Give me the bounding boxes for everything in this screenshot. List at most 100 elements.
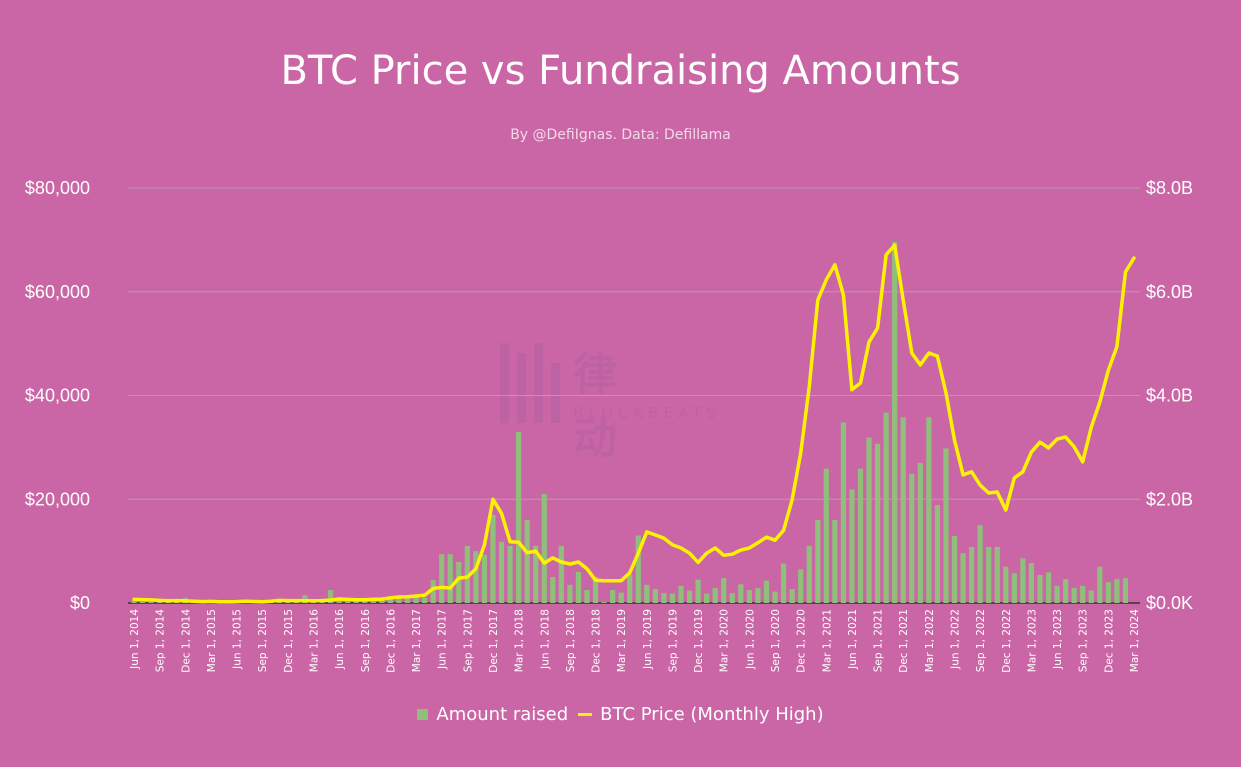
bar (1037, 574, 1043, 603)
bar (516, 431, 522, 603)
bar (780, 563, 787, 603)
x-axis-tick-label: Mar 1, 2024 (1129, 609, 1141, 673)
bar (772, 591, 778, 603)
bar (413, 595, 419, 603)
bar (404, 596, 411, 603)
bar (874, 443, 881, 603)
bar (345, 600, 351, 603)
x-axis-tick-label: Jun 1, 2016 (334, 609, 346, 670)
bar (969, 546, 975, 603)
x-axis-tick-label: Jun 1, 2021 (847, 609, 859, 670)
left-axis-tick-label: $60,000 (25, 282, 90, 302)
left-axis-tick-label: $0 (70, 593, 90, 613)
x-axis-tick-label: Sep 1, 2017 (462, 609, 474, 672)
bar (550, 577, 556, 603)
x-axis-tick-label: Sep 1, 2020 (770, 609, 782, 672)
bar (1028, 563, 1035, 603)
x-axis-tick-label: Dec 1, 2015 (283, 609, 295, 673)
bar (934, 504, 941, 603)
right-axis-tick-label: $8.0B (1146, 178, 1193, 198)
x-axis-tick-label: Sep 1, 2014 (155, 609, 167, 673)
x-axis-tick-label: Mar 1, 2016 (308, 609, 320, 673)
bar (507, 545, 513, 603)
bar (1045, 572, 1052, 603)
bar (1097, 566, 1103, 603)
legend-swatch-line (578, 713, 593, 716)
bar (610, 590, 616, 603)
x-axis-tick-label: Mar 1, 2022 (924, 609, 936, 672)
bar (729, 593, 735, 603)
bar (627, 574, 633, 603)
bar (849, 489, 855, 603)
bar (883, 412, 889, 603)
bar (533, 545, 539, 603)
left-axis-tick-label: $40,000 (25, 386, 90, 406)
bar (1122, 578, 1129, 603)
x-axis-tick-label: Sep 1, 2018 (565, 609, 577, 672)
x-axis-tick-label: Dec 1, 2021 (898, 609, 910, 673)
bar (986, 546, 992, 603)
bar (157, 601, 163, 603)
bar (473, 551, 479, 603)
bar (447, 554, 453, 603)
x-axis-tick-label: Sep 1, 2015 (257, 609, 269, 672)
bar (353, 600, 359, 603)
x-axis-tick-label: Jun 1, 2014 (129, 609, 141, 670)
chart-subtitle: By @DefiIgnas. Data: Defillama (510, 127, 731, 143)
bar (1071, 587, 1077, 603)
bar (1003, 566, 1009, 603)
x-axis-tick-label: Mar 1, 2019 (616, 609, 628, 672)
bar (892, 241, 898, 603)
bar (704, 593, 710, 603)
legend-item-amount-raised[interactable]: Amount raised (417, 704, 568, 725)
bar (686, 590, 693, 603)
legend-label: BTC Price (Monthly High) (600, 704, 824, 725)
x-axis-tick-label: Sep 1, 2023 (1078, 609, 1090, 672)
bar (832, 520, 838, 603)
bar (481, 554, 488, 603)
x-axis-tick-label: Jun 1, 2017 (437, 609, 449, 670)
bar (1080, 585, 1086, 603)
bar (909, 473, 915, 603)
bar (951, 536, 958, 603)
legend-label: Amount raised (436, 704, 569, 725)
legend-item-btc-price[interactable]: BTC Price (Monthly High) (578, 704, 824, 725)
bar (960, 553, 966, 603)
bar (840, 422, 847, 603)
bar (1105, 582, 1111, 603)
bar (1063, 579, 1069, 603)
bar (430, 580, 436, 603)
x-axis-tick-label: Mar 1, 2018 (514, 609, 526, 672)
x-axis-tick-label: Dec 1, 2022 (1001, 609, 1013, 673)
bar (900, 417, 906, 603)
x-axis-tick-label: Dec 1, 2019 (693, 609, 705, 673)
bar (798, 569, 804, 603)
x-axis-tick-label: Dec 1, 2018 (591, 609, 603, 673)
bar (327, 590, 334, 603)
x-axis-tick-label: Mar 1, 2015 (206, 609, 218, 672)
x-axis-tick-label: Mar 1, 2021 (821, 609, 833, 672)
x-axis-tick-label: Mar 1, 2023 (1026, 609, 1038, 672)
x-axis-tick-label: Sep 1, 2022 (975, 609, 987, 672)
bar (336, 600, 342, 603)
x-axis-tick-label: Jun 1, 2022 (950, 609, 962, 670)
bar (601, 601, 607, 603)
bar (746, 590, 752, 603)
x-axis-tick-label: Jun 1, 2023 (1052, 609, 1064, 670)
x-axis-tick-label: Mar 1, 2020 (719, 609, 731, 672)
watermark-text-en: BLOCKBEATS (573, 404, 721, 422)
bar (755, 587, 761, 603)
bar (977, 525, 983, 603)
btc-price-line (132, 243, 1136, 604)
bar (439, 554, 445, 603)
bar (652, 588, 658, 603)
bar (695, 579, 701, 603)
bar (618, 592, 624, 603)
bar (866, 437, 872, 603)
right-axis-tick-label: $0.0K (1146, 593, 1193, 613)
x-axis-tick-label: Sep 1, 2021 (873, 609, 885, 672)
bar (789, 588, 795, 603)
bar (421, 597, 428, 603)
x-axis-tick-label: Sep 1, 2016 (360, 609, 372, 673)
